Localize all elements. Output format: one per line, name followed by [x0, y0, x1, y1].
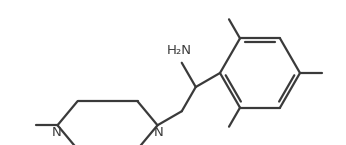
Text: N: N [154, 126, 163, 139]
Text: N: N [52, 126, 61, 139]
Text: H₂N: H₂N [166, 44, 191, 57]
